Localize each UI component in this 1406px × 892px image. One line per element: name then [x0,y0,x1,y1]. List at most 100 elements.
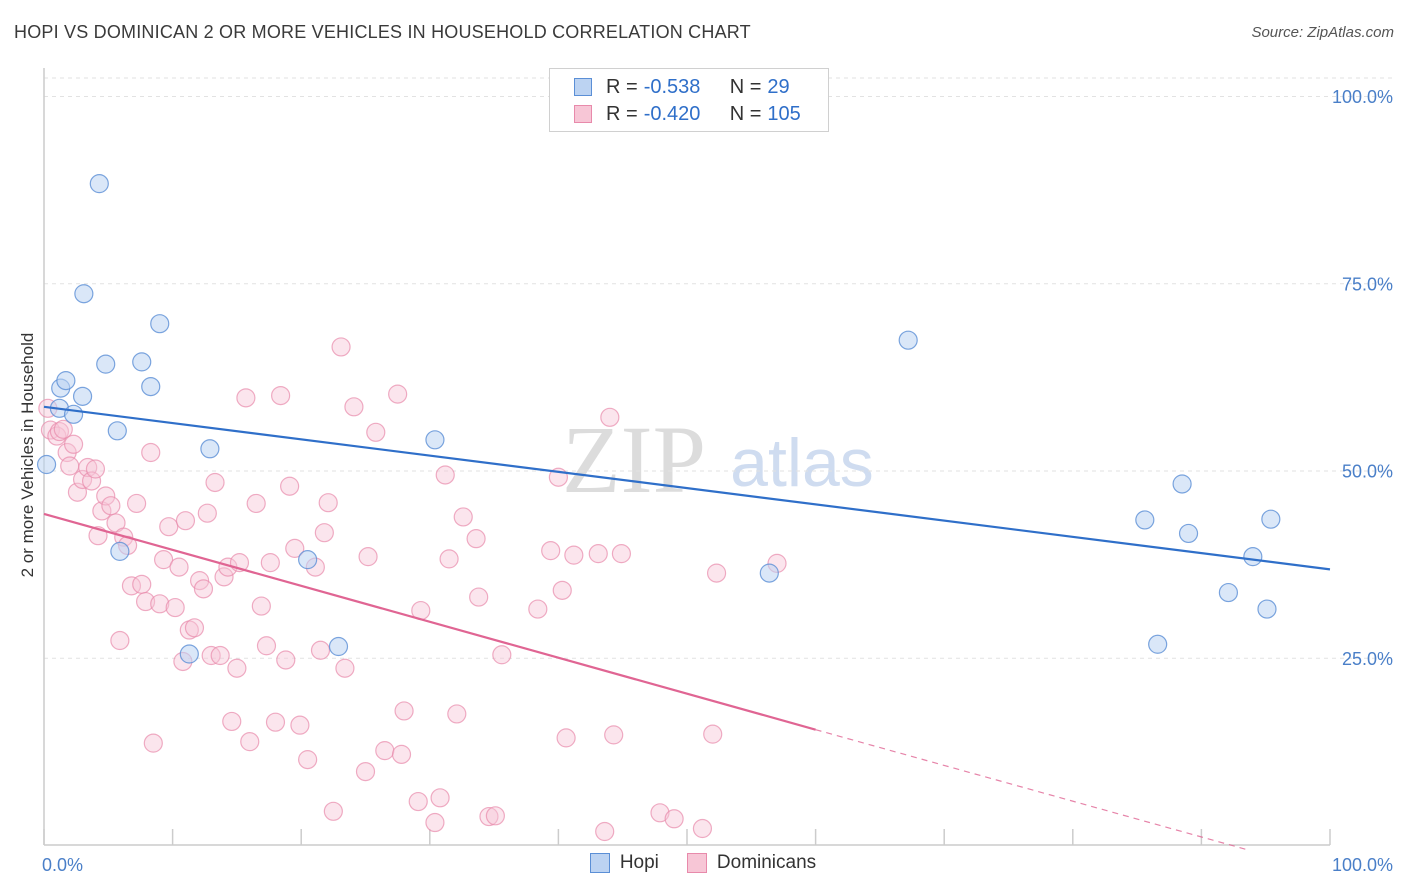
dominicans-point [466,529,486,549]
dominicans-point [110,630,130,651]
dominicans-point [92,501,112,521]
hopi-point [1218,582,1239,603]
dominicans-point [150,594,170,614]
dominicans-point [121,576,142,596]
dominicans-point [67,482,88,502]
y-tick-label: 25.0% [1342,649,1393,669]
trendlines [43,405,1331,851]
dominicans-swatch [574,105,592,123]
dominicans-point [703,724,723,744]
dominicans-point [159,517,179,537]
dominicans-point [240,732,260,752]
dominicans-point [53,419,73,439]
dominicans-point [692,818,713,839]
hopi-point [36,454,57,475]
hopi-points [36,174,1281,664]
dominicans-point [314,523,334,543]
dominicans-point [276,650,296,670]
dominicans-point [358,547,378,567]
legend-item-dominicans[interactable]: Dominicans [686,852,816,874]
dominicans-point [227,658,247,678]
hopi-point [141,377,161,397]
hopi-point [1172,474,1192,494]
dominicans-point [394,701,414,721]
dominicans-point [556,728,576,748]
dominicans-point [335,658,355,678]
dominicans-point [285,538,305,558]
dominicans-point [323,801,343,821]
hopi-point [110,541,130,561]
dominicans-point [222,711,242,732]
dominicans-point [344,397,364,417]
dominicans-point [318,493,338,513]
dominicans-point [388,384,408,404]
dominicans-point [469,587,489,607]
dominicans-point [331,337,351,357]
dominicans-point [298,750,318,770]
legend-n-value: 29 [767,75,790,98]
hopi-point [298,550,318,570]
hopi-point [74,284,94,304]
dominicans-point [564,545,584,565]
hopi-point [1243,547,1263,567]
dominicans-point [132,574,152,594]
dominicans-point [604,725,624,745]
dominicans-legend-swatch [686,853,707,873]
hopi-point [56,371,76,391]
dominicans-point [664,809,684,829]
series-legend: Hopi Dominicans [0,852,1406,874]
watermark-zip: ZIP [562,406,706,513]
dominicans-point [271,386,291,406]
dominicans-point [528,599,548,619]
dominicans-point [280,476,300,496]
dominicans-points [38,337,787,842]
watermark: ZIP atlas [562,406,874,513]
dominicans-point [126,493,147,514]
hopi-point [1178,523,1199,544]
hopi-point [425,430,445,450]
legend-r-label: R = [606,102,638,125]
hopi-point [898,330,918,350]
dominicans-point [408,791,428,812]
dominicans-point [541,541,561,561]
dominicans-point [453,507,473,527]
hopi-point [328,636,349,657]
y-tick-label: 75.0% [1342,274,1393,294]
dominicans-point [197,503,217,523]
dominicans-point [143,733,163,753]
dominicans-point [265,712,286,732]
dominicans-point [251,596,271,616]
source-credit: Source: ZipAtlas.com [1251,24,1394,41]
stats-legend: R = -0.538 N = 29 R = -0.420 N = 105 [549,68,829,132]
dominicans-point [260,553,280,573]
legend-r-label: R = [606,75,638,98]
hopi-point [72,386,93,406]
dominicans-point [650,803,670,823]
dominicans-point [96,486,116,506]
dominicans-point [205,472,225,493]
legend-item-hopi[interactable]: Hopi [589,852,659,874]
dominicans-point [375,741,395,761]
dominicans-point [479,806,499,827]
dominicans-point [425,812,445,833]
hopi-point [200,439,220,459]
dominicans-point [600,407,620,427]
hopi-point [1257,599,1277,619]
legend-n-value: 105 [767,102,801,125]
hopi-trendline [43,405,1331,571]
x-tick-labels: 0.0% 100.0% [42,855,1393,875]
chart-title: HOPI VS DOMINICAN 2 OR MORE VEHICLES IN … [14,22,751,42]
hopi-point [89,174,109,194]
dominicans-point [492,645,512,665]
dominicans-point [439,549,459,569]
dominicans-point [290,715,310,735]
legend-n-label: N = [729,102,762,125]
hopi-point [1135,510,1155,530]
hopi-point [179,644,199,664]
dominicans-point [246,493,266,514]
y-tick-label: 50.0% [1342,462,1393,482]
dominicans-point [552,580,572,600]
dominicans-point [153,550,174,570]
dominicans-point [141,442,161,463]
